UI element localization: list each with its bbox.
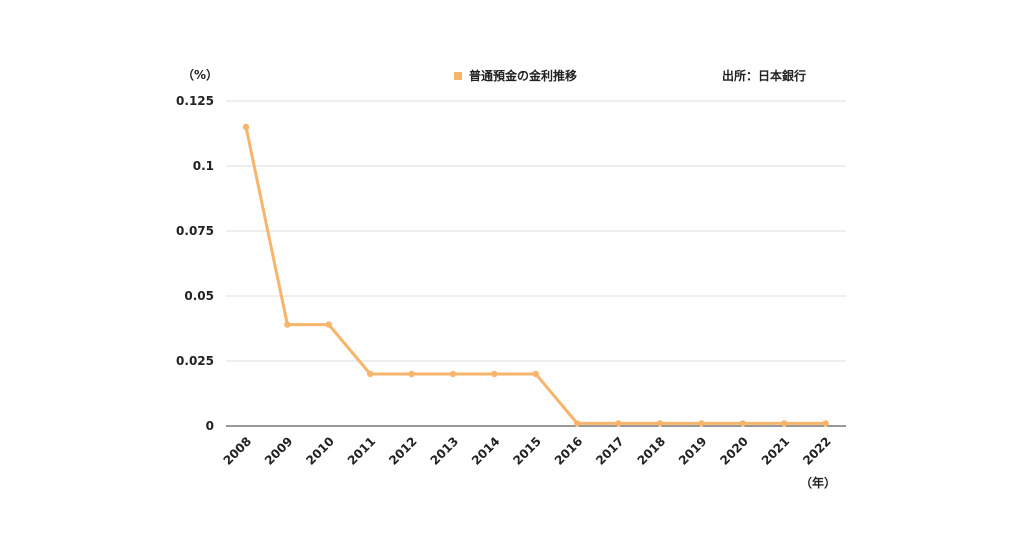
- gridlines: [226, 100, 846, 427]
- y-tick-label: 0.1: [193, 159, 214, 173]
- x-tick-label: 2010: [303, 434, 337, 468]
- data-point: [367, 370, 374, 378]
- x-tick-label: 2008: [221, 434, 255, 468]
- data-point: [532, 370, 539, 378]
- x-tick-label: 2015: [510, 434, 544, 468]
- x-tick-label: 2018: [635, 434, 669, 468]
- legend-swatch: [454, 72, 462, 80]
- legend-label: 普通預金の金利推移: [469, 68, 577, 83]
- x-tick-label: 2017: [593, 434, 627, 468]
- data-point: [284, 321, 291, 328]
- data-point: [739, 420, 746, 427]
- x-axis-unit-label: （年）: [800, 475, 836, 490]
- y-tick-label: 0.075: [176, 224, 214, 238]
- series-layer: [242, 123, 829, 427]
- data-point: [325, 321, 332, 328]
- x-tick-label: 2021: [759, 434, 793, 468]
- data-point: [408, 370, 415, 378]
- x-tick-label: 2011: [345, 434, 379, 468]
- legend: 普通預金の金利推移: [454, 68, 577, 83]
- data-point: [574, 420, 581, 427]
- data-point: [698, 420, 705, 427]
- x-tick-label: 2022: [800, 434, 834, 468]
- y-axis-ticks: 0 0.025 0.05 0.075 0.1 0.125: [176, 94, 214, 433]
- x-tick-label: 2020: [717, 434, 751, 468]
- y-tick-label: 0: [206, 419, 214, 433]
- data-point: [781, 420, 788, 427]
- x-tick-label: 2012: [386, 434, 420, 468]
- y-tick-label: 0.025: [176, 354, 214, 368]
- source-note: 出所：日本銀行: [722, 68, 806, 83]
- x-tick-label: 2009: [262, 434, 296, 468]
- series-line: [244, 125, 828, 425]
- x-tick-label: 2019: [676, 434, 710, 468]
- y-axis-unit-label: （%）: [182, 67, 218, 82]
- data-point: [656, 420, 664, 427]
- x-axis-ticks: 2008 2009 2010 2011 2012 2013 2014 2015 2016 2017…: [221, 434, 834, 468]
- data-point: [822, 420, 829, 427]
- data-point: [242, 123, 250, 131]
- x-tick-label: 2014: [469, 434, 503, 468]
- y-tick-label: 0.05: [184, 289, 214, 303]
- data-point: [615, 420, 622, 427]
- data-point: [491, 370, 498, 378]
- data-point: [449, 370, 457, 378]
- x-tick-label: 2016: [552, 434, 586, 468]
- y-tick-label: 0.125: [176, 94, 214, 108]
- x-tick-label: 2013: [428, 434, 462, 468]
